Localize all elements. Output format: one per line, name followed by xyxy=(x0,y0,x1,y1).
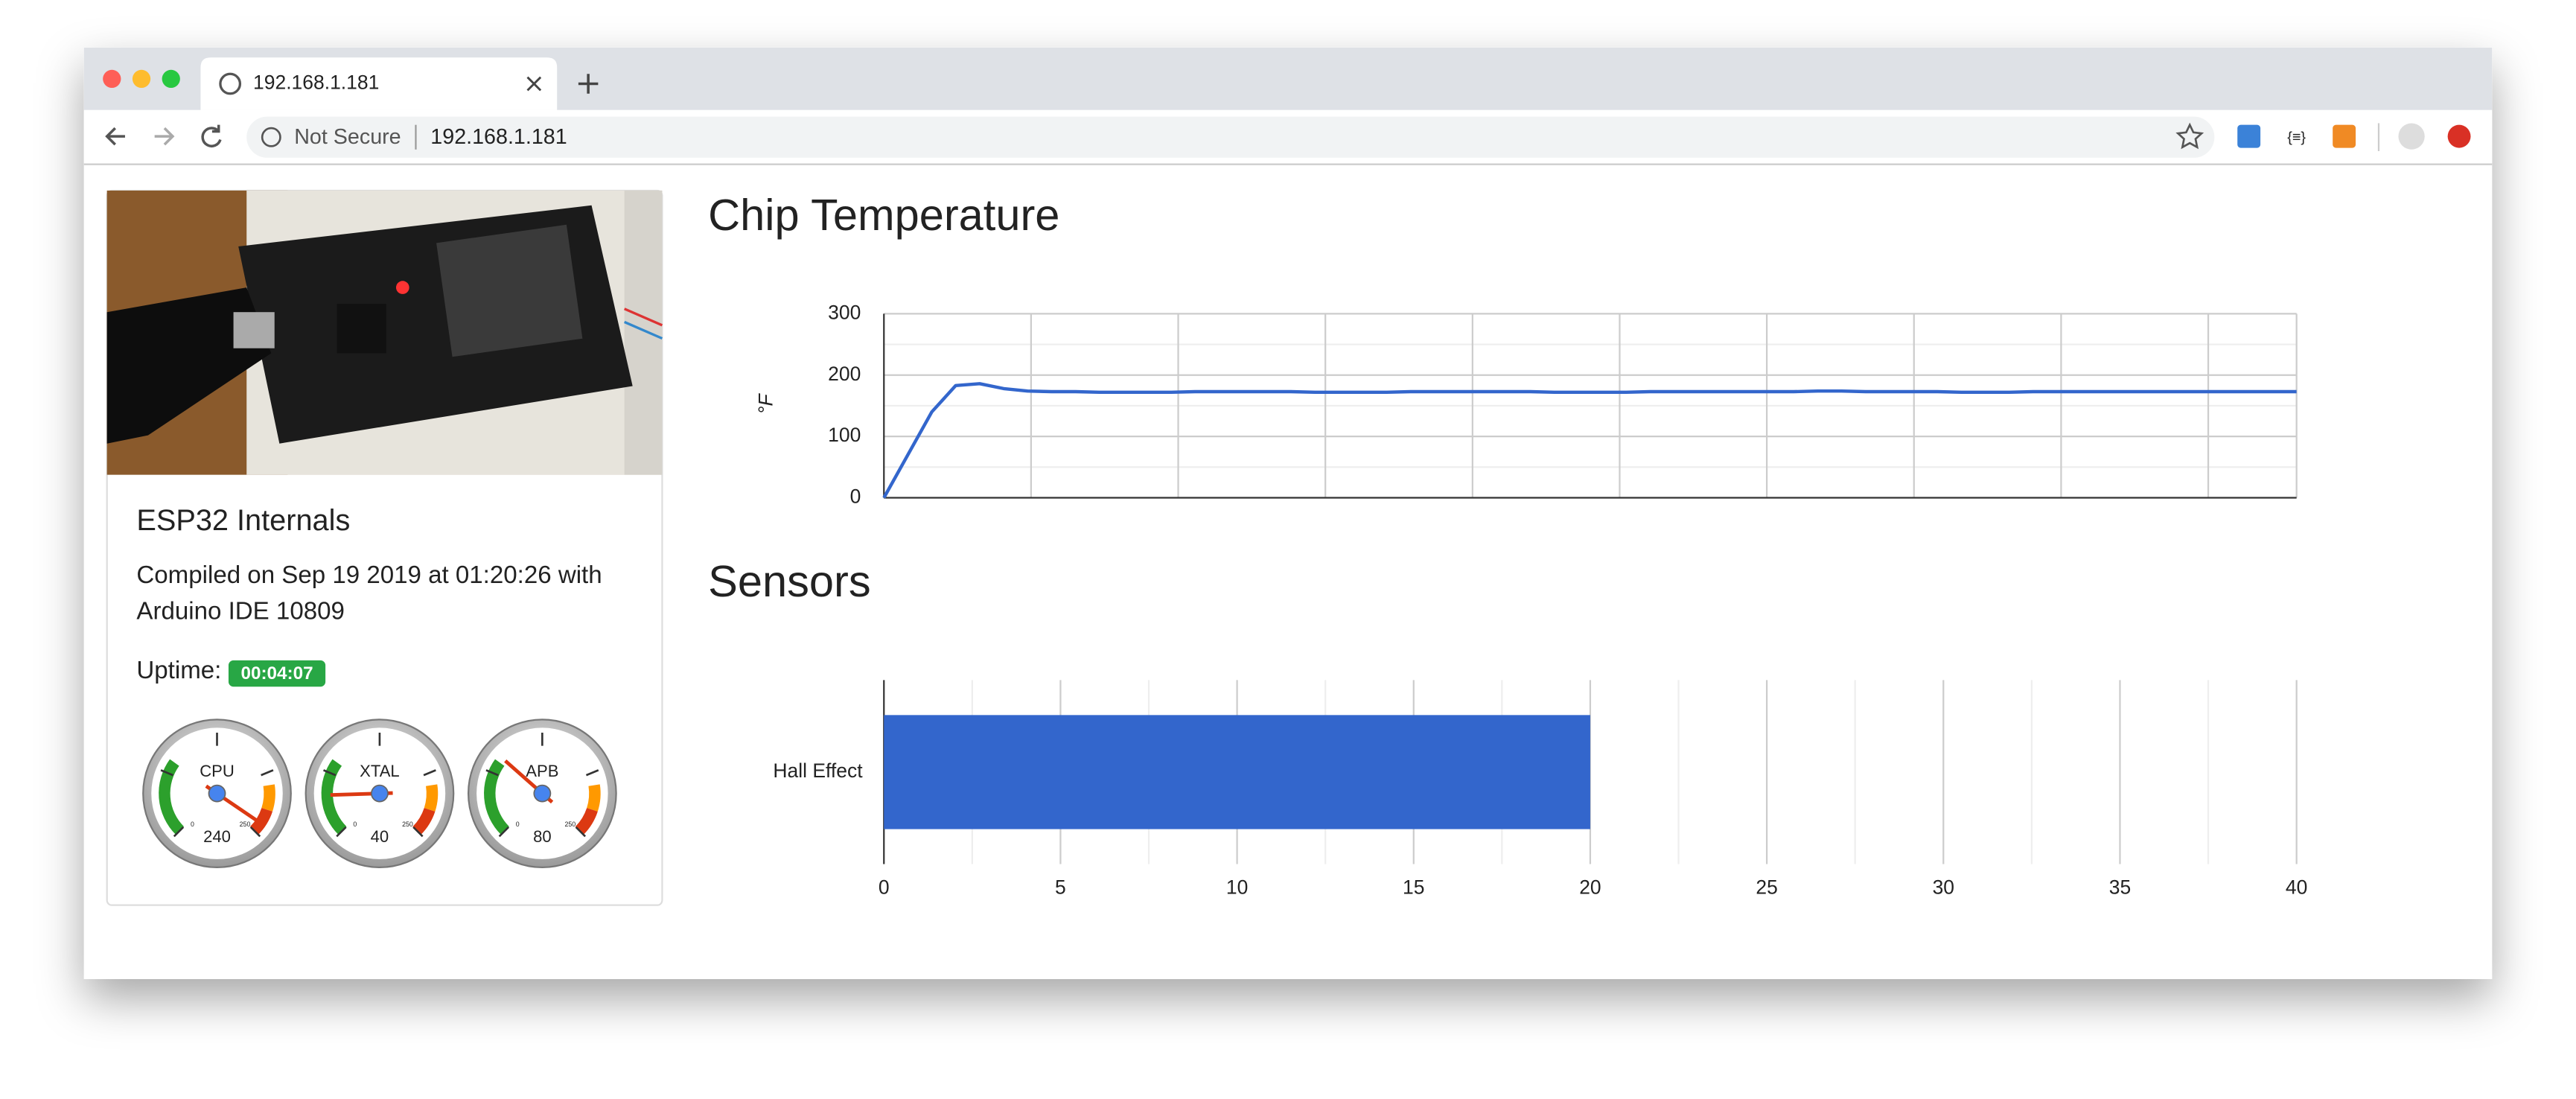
back-button[interactable] xyxy=(105,127,125,146)
x-tick-label: 0 xyxy=(879,876,890,899)
gauge-value: 80 xyxy=(533,827,552,846)
rss-icon[interactable] xyxy=(2333,124,2356,148)
card-title: ESP32 Internals xyxy=(136,504,350,537)
uptime-badge xyxy=(228,660,326,687)
update-icon[interactable] xyxy=(2447,124,2471,148)
new-tab[interactable] xyxy=(578,74,599,94)
info-icon[interactable] xyxy=(261,127,281,147)
close-button[interactable] xyxy=(103,69,121,89)
gauge-min: 0 xyxy=(191,821,194,828)
gauge-tick xyxy=(336,826,347,838)
gauge-tick xyxy=(498,826,510,838)
gauge-label: APB xyxy=(526,762,558,780)
profile-icon[interactable] xyxy=(2398,123,2425,150)
tab-title: 192.168.1.181 xyxy=(253,71,379,94)
board-photo xyxy=(106,190,663,475)
extension-icon[interactable]: {≡} xyxy=(2287,130,2306,146)
y-axis-label: °F xyxy=(755,393,777,415)
gauge-max: 250 xyxy=(240,821,251,828)
gauge-band xyxy=(159,759,185,835)
extension-icon[interactable] xyxy=(2237,124,2261,148)
gauge-min: 0 xyxy=(516,821,520,828)
forward-button[interactable] xyxy=(154,127,175,146)
url: 192.168.1.181 xyxy=(430,125,567,149)
gauge-hub xyxy=(533,784,552,803)
bookmark-star[interactable] xyxy=(2175,122,2204,150)
card-text: Arduino IDE 10809 xyxy=(136,598,345,625)
minimize-button[interactable] xyxy=(132,69,151,89)
x-tick-label: 40 xyxy=(2286,876,2307,899)
gauge-min: 0 xyxy=(353,821,357,828)
y-tick-label: Hall Effect xyxy=(773,759,863,782)
y-tick-label: 300 xyxy=(828,301,861,323)
gauge-max: 250 xyxy=(402,821,413,828)
x-tick-label: 35 xyxy=(2109,876,2131,899)
gauge-tick xyxy=(249,826,261,838)
y-tick-label: 0 xyxy=(850,485,861,508)
gauge-label: XTAL xyxy=(360,762,400,780)
y-tick-label: 200 xyxy=(828,363,861,385)
line-series xyxy=(882,382,2297,499)
gauge-label: CPU xyxy=(200,762,235,780)
y-tick-label: 100 xyxy=(828,424,861,446)
x-tick-label: 15 xyxy=(1403,876,1424,899)
chart-title: Chip Temperature xyxy=(708,190,1059,240)
x-tick-label: 30 xyxy=(1933,876,1954,899)
globe-icon xyxy=(219,72,242,95)
gauge-tick xyxy=(173,826,185,838)
address-bar[interactable] xyxy=(246,116,2215,158)
zoom-button[interactable] xyxy=(162,69,180,89)
reload-button[interactable] xyxy=(201,124,222,147)
gauge-value: 40 xyxy=(371,827,389,846)
gauge-band xyxy=(261,784,275,812)
gauge-band xyxy=(587,784,601,812)
chart-title: Sensors xyxy=(708,556,870,606)
uptime-value: 00:04:07 xyxy=(240,663,313,684)
gauge-band xyxy=(424,784,439,812)
x-tick-label: 10 xyxy=(1226,876,1248,899)
x-tick-label: 25 xyxy=(1756,876,1777,899)
gauge-tick xyxy=(160,769,173,777)
x-tick-label: 20 xyxy=(1579,876,1601,899)
tab[interactable] xyxy=(200,57,558,110)
bar xyxy=(884,715,1590,829)
x-tick-label: 5 xyxy=(1055,876,1066,899)
gauge-max: 250 xyxy=(564,821,576,828)
gauge-hub xyxy=(208,784,226,803)
tab-close[interactable] xyxy=(526,76,542,92)
gauge-tick xyxy=(323,769,337,777)
gauge-tick xyxy=(261,769,274,777)
gauge-value: 240 xyxy=(203,827,231,846)
gauge-tick xyxy=(423,769,436,777)
gauge-tick xyxy=(575,826,587,838)
gauge-tick xyxy=(585,769,599,777)
security-label: Not Secure xyxy=(294,125,401,149)
gauge-tick xyxy=(485,769,499,777)
gauge-hub xyxy=(371,784,389,803)
gauge-band xyxy=(484,759,510,835)
gauge-tick xyxy=(412,826,424,838)
gauge-band xyxy=(321,759,347,835)
uptime-label: Uptime: xyxy=(136,657,221,684)
card-text: Compiled on Sep 19 2019 at 01:20:26 with xyxy=(136,561,602,589)
